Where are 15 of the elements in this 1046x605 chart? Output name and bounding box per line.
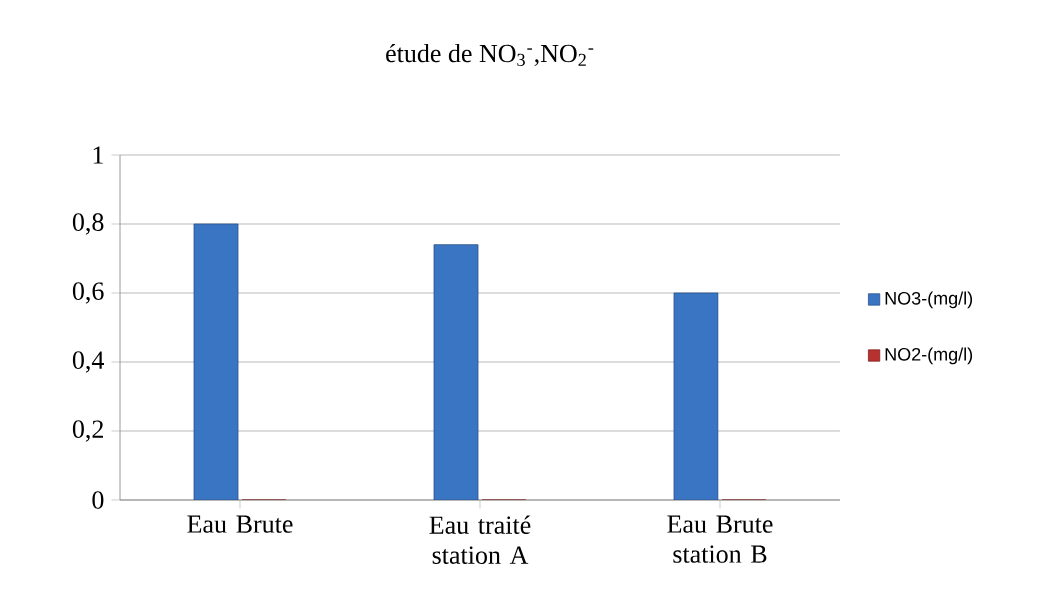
y-tick-label: 0,4 [72, 351, 105, 373]
y-tick-label: 0 [92, 491, 104, 509]
bar [673, 292, 719, 500]
y-tick-label: 0,6 [72, 282, 104, 304]
x-tick-label: Eau traité station A [429, 515, 531, 564]
legend-label: NO3-(mg/l) [885, 291, 973, 309]
bar [193, 223, 239, 500]
bar [433, 244, 479, 500]
x-tick-label: Eau Brute [187, 515, 293, 533]
x-tick-label: Eau Brute station B [667, 515, 773, 563]
y-tick-label: 1 [93, 146, 103, 164]
chart-title: étude de NO$_{3}$$^{-}$,NO$_{2}$- [386, 43, 594, 67]
y-tick-label: 0,8 [72, 213, 104, 235]
legend-label: NO2-(mg/l) [885, 347, 973, 365]
y-tick-label: 0,2 [72, 420, 103, 442]
